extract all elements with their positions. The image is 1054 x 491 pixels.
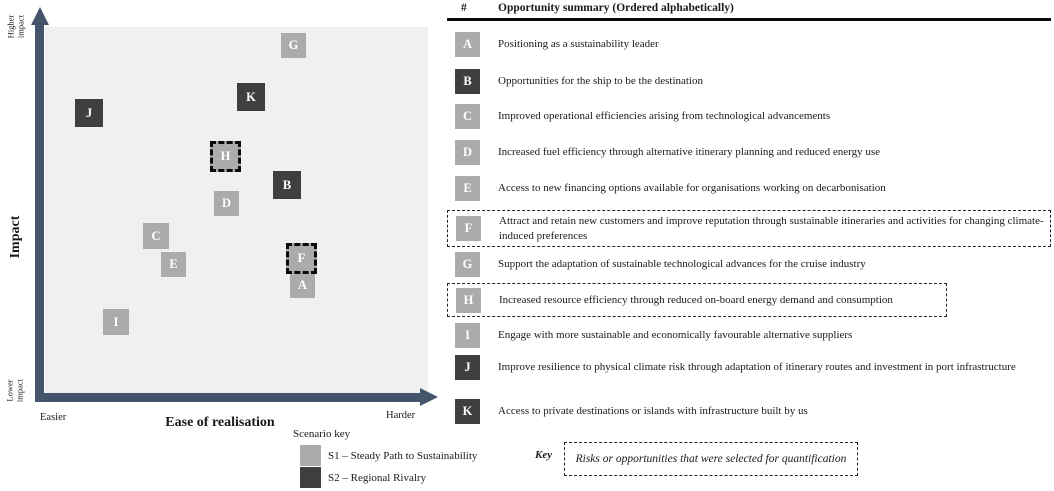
table-row-J: J Improve resilience to physical climate … (447, 355, 1051, 380)
row-summary-text: Increased fuel efficiency through altern… (498, 146, 880, 158)
selection-key-text: Risks or opportunities that were selecte… (575, 453, 847, 465)
x-axis-left-label: Easier (40, 412, 67, 423)
s2-swatch-icon (300, 467, 321, 488)
chart-point-B: B (273, 171, 301, 199)
row-summary-text: Positioning as a sustainability leader (498, 38, 659, 50)
row-letter-badge: H (456, 287, 481, 313)
row-letter-badge: C (455, 104, 480, 129)
row-letter-badge: J (455, 355, 480, 380)
row-letter-badge: A (455, 32, 480, 57)
scenario-key-label: S2 – Regional Rivalry (328, 471, 427, 484)
y-axis-arrowhead-icon (31, 7, 49, 25)
chart-point-E: E (161, 252, 186, 277)
table-row-F: F Attract and retain new customers and im… (447, 210, 1051, 247)
row-summary-text: Support the adaptation of sustainable te… (498, 258, 866, 270)
row-letter-badge: G (455, 252, 480, 277)
row-summary-text: Opportunities for the ship to be the des… (498, 75, 703, 87)
table-row-I: I Engage with more sustainable and econom… (447, 323, 1051, 348)
row-summary-text: Engage with more sustainable and economi… (498, 329, 853, 341)
row-summary-text: Improve resilience to physical climate r… (498, 361, 1016, 373)
scatter-plot-area: A B C D E F G H I J K (45, 27, 428, 393)
x-axis-right-label: Harder (386, 410, 416, 421)
scenario-key-item-s2: S2 – Regional Rivalry (300, 467, 477, 488)
chart-point-I: I (103, 309, 129, 335)
table-header: # Opportunity summary (Ordered alphabeti… (447, 0, 1051, 21)
column-header-summary: Opportunity summary (Ordered alphabetica… (498, 2, 734, 14)
table-row-E: E Access to new financing options availab… (447, 176, 1051, 201)
selection-key-box: Risks or opportunities that were selecte… (564, 442, 858, 476)
chart-point-F: F (286, 243, 317, 274)
x-axis-line (35, 393, 421, 402)
scenario-key-label: S1 – Steady Path to Sustainability (328, 449, 478, 462)
s1-swatch-icon (300, 445, 321, 466)
row-letter-badge: B (455, 69, 480, 94)
row-letter-badge: E (455, 176, 480, 201)
row-letter-badge: D (455, 140, 480, 165)
scenario-key: Scenario key S1 – Steady Path to Sustain… (293, 428, 477, 489)
table-row-D: D Increased fuel efficiency through alter… (447, 140, 1051, 165)
x-axis-title: Ease of realisation (165, 415, 275, 430)
row-summary-text: Access to new financing options availabl… (498, 182, 886, 194)
table-row-B: B Opportunities for the ship to be the de… (447, 69, 1051, 94)
chart-point-C: C (143, 223, 169, 249)
y-axis-line (35, 24, 44, 402)
y-axis-bottom-label: Lower impact (4, 378, 25, 403)
x-axis-arrowhead-icon (420, 388, 438, 406)
table-row-K: K Access to private destinations or islan… (447, 399, 1051, 424)
row-summary-text: Access to private destinations or island… (498, 405, 808, 417)
row-letter-badge: I (455, 323, 480, 348)
scenario-key-item-s1: S1 – Steady Path to Sustainability (300, 445, 477, 466)
chart-point-A: A (290, 273, 315, 298)
chart-point-J: J (75, 99, 103, 127)
row-letter-badge: K (455, 399, 480, 424)
chart-point-D: D (214, 191, 239, 216)
row-summary-text: Improved operational efficiencies arisin… (498, 110, 831, 122)
chart-point-H: H (210, 141, 241, 172)
selection-key-label: Key (535, 449, 553, 461)
table-row-G: G Support the adaptation of sustainable t… (447, 252, 1051, 277)
y-axis-top-label: Higher impact (5, 14, 26, 39)
table-row-H: H Increased resource efficiency through r… (447, 283, 947, 317)
scenario-key-title: Scenario key (293, 428, 351, 440)
chart-point-K: K (237, 83, 265, 111)
table-row-C: C Improved operational efficiencies arisi… (447, 104, 1051, 129)
row-summary-text: Increased resource efficiency through re… (499, 293, 893, 306)
row-letter-badge: F (456, 216, 481, 241)
column-header-number: # (461, 2, 467, 14)
y-axis-title: Impact (8, 215, 23, 259)
row-summary-text: Attract and retain new customers and imp… (499, 214, 1044, 242)
opportunity-table: # Opportunity summary (Ordered alphabeti… (447, 0, 1051, 491)
chart-point-G: G (281, 33, 306, 58)
table-row-A: A Positioning as a sustainability leader (447, 32, 1051, 57)
